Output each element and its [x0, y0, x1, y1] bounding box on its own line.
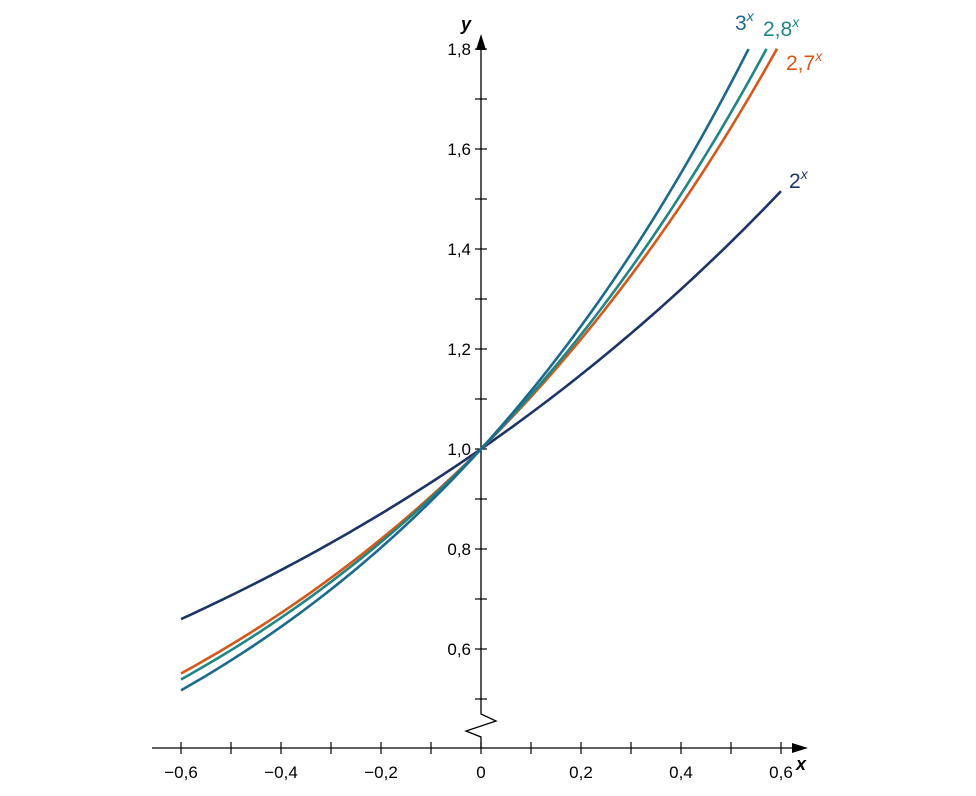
x-tick-label: −0,6: [164, 763, 198, 782]
series-label-base: 2: [789, 170, 801, 193]
curve-3: [180, 48, 750, 692]
series-label: 2,8x: [763, 14, 800, 41]
x-tick-label: 0,2: [569, 763, 593, 782]
series-label-exponent: x: [746, 8, 755, 24]
series-label-base: 3: [735, 12, 747, 35]
series-label: 2,7x: [786, 48, 823, 75]
y-axis-label: y: [460, 14, 472, 34]
x-tick-label: 0: [476, 763, 485, 782]
curves: [180, 48, 782, 692]
x-axis-arrow: [792, 743, 808, 753]
series-label: 2x: [789, 166, 809, 193]
x-axis-label: x: [795, 754, 807, 774]
y-tick-label: 1,4: [447, 240, 471, 259]
x-tick-label: −0,2: [364, 763, 398, 782]
curve-2-7: [180, 48, 779, 675]
y-tick-label: 1,6: [447, 140, 471, 159]
series-label-base: 2,8: [763, 18, 792, 41]
series-label-exponent: x: [791, 14, 800, 30]
y-tick-label: 0,8: [447, 540, 471, 559]
series-label-exponent: x: [800, 166, 809, 182]
axes: −0,6 −0,4 −0,2 0 0,2 0,4 0,6 x0,60,81,01,21,41,…: [152, 14, 808, 782]
x-tick-label: 0,6: [769, 763, 793, 782]
y-tick-label: 1,0: [447, 440, 471, 459]
x-tick-label: 0,4: [669, 763, 693, 782]
series-label: 3x: [735, 8, 755, 35]
series-label-base: 2,7: [786, 52, 815, 75]
y-axis-line-with-break: [464, 46, 498, 748]
curve-2-8: [180, 48, 768, 681]
y-tick-label: 1,2: [447, 340, 471, 359]
y-tick-label: 0,6: [447, 640, 471, 659]
y-axis-arrow: [476, 34, 486, 50]
y-tick-label: 1,8: [447, 40, 471, 59]
x-tick-label: −0,4: [264, 763, 298, 782]
series-label-exponent: x: [814, 48, 823, 64]
